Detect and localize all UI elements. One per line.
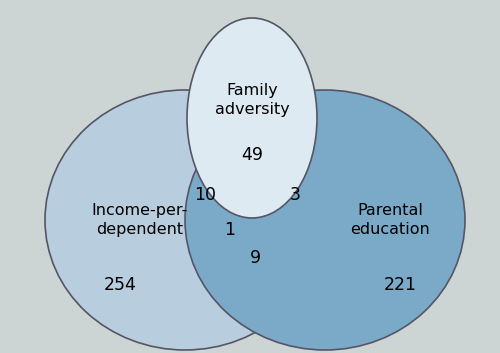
Text: 9: 9 bbox=[250, 249, 260, 267]
Text: 254: 254 bbox=[104, 276, 136, 294]
Ellipse shape bbox=[185, 90, 465, 350]
Text: 221: 221 bbox=[384, 276, 416, 294]
Ellipse shape bbox=[45, 90, 325, 350]
Text: 10: 10 bbox=[194, 186, 216, 204]
Text: 49: 49 bbox=[241, 146, 263, 164]
Text: Parental
education: Parental education bbox=[350, 203, 430, 238]
Text: 3: 3 bbox=[290, 186, 300, 204]
Text: Income-per-
dependent: Income-per- dependent bbox=[92, 203, 188, 238]
Text: 1: 1 bbox=[224, 221, 235, 239]
Ellipse shape bbox=[187, 18, 317, 218]
Text: Family
adversity: Family adversity bbox=[214, 83, 290, 118]
